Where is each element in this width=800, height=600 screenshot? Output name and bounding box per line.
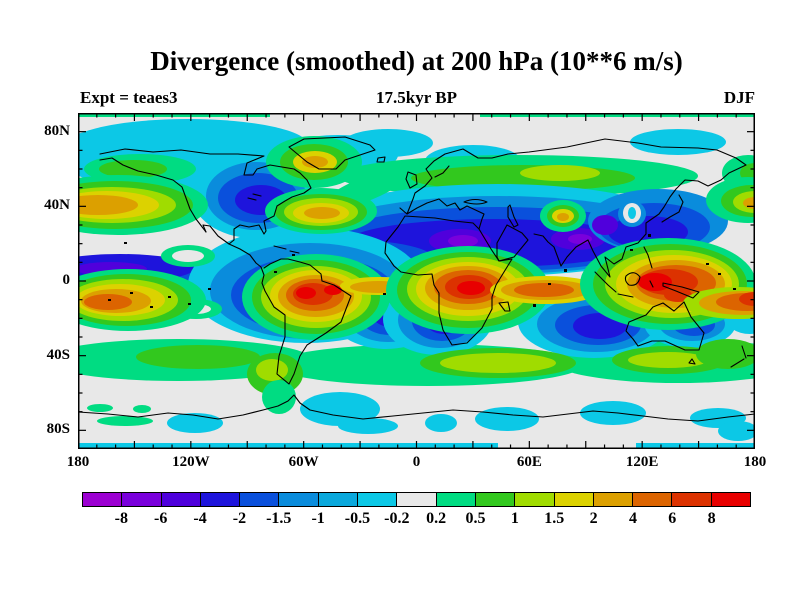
- colorbar-value-label: 0.2: [426, 510, 447, 527]
- y-axis-label: 80N: [44, 122, 70, 139]
- colorbar-cell: [632, 493, 672, 506]
- region-north-atlantic-positive: [265, 167, 411, 234]
- colorbar-value-label: -1: [311, 510, 325, 527]
- colorbar-cell: [396, 493, 436, 506]
- coast-antarctica: [78, 394, 755, 422]
- colorbar-cell: [671, 493, 711, 506]
- season-label: DJF: [723, 88, 755, 107]
- colorbar-value-label: 0.5: [465, 510, 486, 527]
- coast-mediterranean-north: [406, 198, 485, 230]
- colorbar-value-label: -8: [114, 510, 129, 527]
- colorbar-cell: [199, 493, 240, 506]
- coast-australia: [625, 301, 705, 351]
- coast-black-sea: [463, 198, 488, 205]
- coast-central-south-america: [202, 224, 352, 385]
- colorbar-value-label: -2: [232, 510, 247, 527]
- coast-sulawesi: [649, 280, 654, 288]
- map-area: [78, 113, 755, 449]
- x-axis-label: 60E: [516, 454, 542, 470]
- region-south-pacific-positive: [78, 269, 206, 331]
- coast-britain: [405, 171, 418, 189]
- experiment-label: Expt = teaes3: [80, 88, 178, 107]
- colorbar-value-label: 8: [707, 510, 716, 527]
- coast-greenland: [288, 136, 376, 170]
- colorbar-value-label: -0.2: [384, 510, 410, 527]
- colorbar-value-label: 6: [668, 510, 677, 527]
- island-dots: [108, 234, 736, 308]
- coastlines: [78, 136, 755, 422]
- y-axis-label: 40N: [44, 197, 70, 214]
- y-axis-label: 40S: [46, 346, 70, 363]
- colorbar-value-label: -1.5: [266, 510, 292, 527]
- coast-caribbean-islands: [273, 245, 300, 254]
- region-tibet-positive-spot: [540, 200, 586, 232]
- colorbar-cell: [160, 493, 200, 506]
- colorbar-cell: [278, 493, 318, 506]
- coast-iceland: [376, 156, 386, 163]
- colorbar-cell: [474, 493, 515, 506]
- colorbar-cell: [239, 493, 279, 506]
- colorbar-cell: [357, 493, 397, 506]
- colorbar-value-label: 1.5: [544, 510, 565, 527]
- colorbar-cell: [514, 493, 554, 506]
- coast-north-america-west: [99, 157, 207, 233]
- colorbar-cell: [317, 493, 358, 506]
- coast-caspian-sea: [507, 204, 519, 228]
- region-south-america-positive: [242, 254, 390, 340]
- x-axis-label: 120E: [625, 454, 659, 470]
- colorbar-cell: [710, 493, 751, 506]
- colorbar-value-label: 1: [510, 510, 519, 527]
- colorbar-value-label: -0.5: [344, 510, 371, 527]
- contour-map-canvas: [78, 113, 755, 449]
- coast-new-zealand: [730, 345, 747, 368]
- coast-madagascar: [498, 301, 511, 312]
- coast-north-america-east: [99, 148, 312, 245]
- colorbar-cell: [592, 493, 633, 506]
- x-axis-label: 0: [412, 454, 421, 470]
- coast-great-lakes: [247, 193, 262, 201]
- plot-title: Divergence (smoothed) at 200 hPa (10**6 …: [150, 46, 683, 76]
- coast-eurasia: [399, 138, 747, 278]
- zero-ring-core: [628, 207, 636, 219]
- coast-borneo: [624, 272, 641, 286]
- colorbar-value-label: -6: [154, 510, 168, 527]
- colorbar-cell: [121, 493, 161, 506]
- colorbar-value-label: -4: [193, 510, 207, 527]
- coast-japan: [661, 194, 684, 223]
- region-southern-belt-cores-positive: [87, 339, 755, 426]
- colorbar-value-label: 4: [628, 510, 637, 527]
- y-axis-label: 80S: [46, 421, 70, 438]
- region-africa-positive: [386, 246, 602, 334]
- coast-africa: [384, 215, 513, 346]
- y-axis-label: 0: [62, 272, 71, 288]
- x-axis-label: 180: [66, 454, 90, 470]
- coast-new-guinea: [662, 282, 700, 299]
- map-frame: [78, 113, 755, 449]
- coast-tasmania: [688, 358, 696, 365]
- x-axis-label: 60W: [288, 454, 319, 470]
- region-north-pacific-jet-positive: [78, 175, 755, 235]
- region-baffin-positive: [266, 136, 362, 188]
- time-label: 17.5kyr BP: [376, 88, 457, 107]
- colorbar-cell: [553, 493, 593, 506]
- coast-arabia: [496, 224, 529, 262]
- colorbar-value-label: 2: [589, 510, 598, 527]
- coast-philippines: [643, 246, 653, 269]
- colorbar: [82, 492, 751, 507]
- coast-sumatra-java: [594, 271, 634, 298]
- coast-baltic: [434, 165, 450, 178]
- colorbar-cell: [435, 493, 475, 506]
- x-axis-label: 180: [743, 454, 767, 470]
- colorbar-cell: [83, 493, 122, 506]
- x-axis-label: 120W: [172, 454, 210, 470]
